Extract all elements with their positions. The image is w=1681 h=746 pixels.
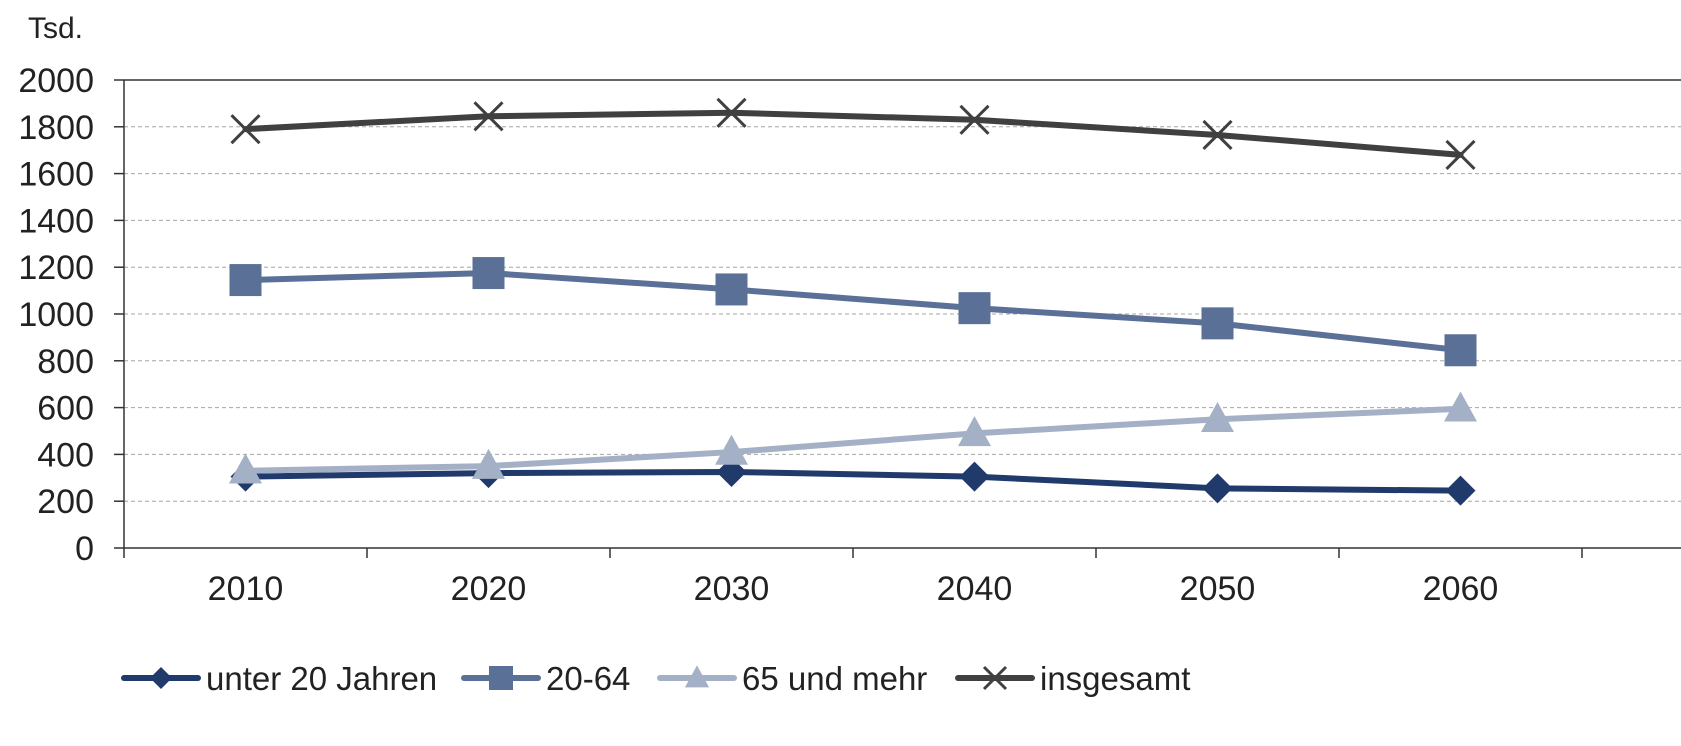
data-point	[229, 453, 262, 484]
legend-item: 20-64	[461, 660, 630, 697]
data-point	[472, 257, 505, 290]
y-tick-label: 2000	[18, 62, 94, 100]
data-point	[715, 434, 748, 465]
data-point	[1202, 473, 1233, 504]
data-point	[1445, 139, 1476, 170]
data-point	[1444, 391, 1477, 422]
x-tick-labels: 2010 2020 2030 2040 2050 2060	[208, 570, 1499, 608]
legend-label: unter 20 Jahren	[206, 660, 437, 697]
series-group	[229, 97, 1477, 506]
data-point	[230, 114, 261, 145]
data-point	[229, 264, 262, 297]
legend-item: 65 und mehr	[657, 660, 927, 697]
y-tick-label: 1600	[18, 156, 94, 194]
data-point	[1201, 402, 1234, 433]
y-tick-label: 0	[75, 530, 94, 568]
series-3	[230, 97, 1476, 170]
x-tick-label: 2010	[208, 570, 284, 608]
series-line	[242, 270, 1464, 354]
x-tick-label: 2040	[937, 570, 1013, 608]
legend-label: 20-64	[546, 660, 630, 697]
y-tick-label: 800	[37, 343, 94, 381]
legend-item: unter 20 Jahren	[121, 660, 437, 697]
axes	[114, 79, 1681, 558]
series-1	[229, 257, 1477, 367]
data-point	[1202, 119, 1233, 151]
data-point	[1444, 334, 1477, 367]
y-axis-unit-label: Tsd.	[28, 12, 83, 45]
data-point	[715, 273, 748, 306]
y-tick-label: 600	[37, 390, 94, 428]
legend: unter 20 Jahren 20-64 65 und mehr insgesamt	[121, 660, 1190, 697]
legend-label: insgesamt	[1040, 660, 1190, 697]
gridlines	[124, 79, 1681, 502]
legend-item: insgesamt	[955, 660, 1190, 697]
y-tick-label: 1400	[18, 202, 94, 240]
data-point	[716, 97, 747, 128]
x-tick-label: 2030	[694, 570, 770, 608]
y-tick-label: 1000	[18, 296, 94, 334]
x-tick-label: 2060	[1423, 570, 1499, 608]
data-point	[959, 461, 990, 492]
y-tick-label: 400	[37, 436, 94, 474]
data-point	[472, 448, 505, 479]
legend-marker	[150, 667, 172, 689]
y-tick-label: 1800	[18, 109, 94, 147]
y-tick-label: 200	[37, 483, 94, 521]
legend-marker	[489, 666, 513, 690]
series-0	[230, 456, 1476, 506]
y-tick-label: 1200	[18, 249, 94, 287]
data-point	[959, 104, 990, 135]
data-point	[1445, 475, 1476, 506]
legend-marker	[684, 665, 710, 688]
series-line	[242, 109, 1464, 158]
series-line	[242, 468, 1464, 494]
data-point	[1201, 307, 1234, 340]
x-tick-label: 2050	[1180, 570, 1256, 608]
x-tick-label: 2020	[451, 570, 527, 608]
data-point	[958, 292, 991, 325]
series-line	[242, 405, 1464, 474]
y-tick-labels: 0 200 400 600 800 1000 1200 1400 1600 1800 2000	[18, 62, 94, 568]
legend-label: 65 und mehr	[742, 660, 927, 697]
series-2	[229, 391, 1477, 484]
data-point	[473, 101, 504, 132]
data-point	[958, 416, 991, 447]
legend-marker	[982, 665, 1008, 691]
